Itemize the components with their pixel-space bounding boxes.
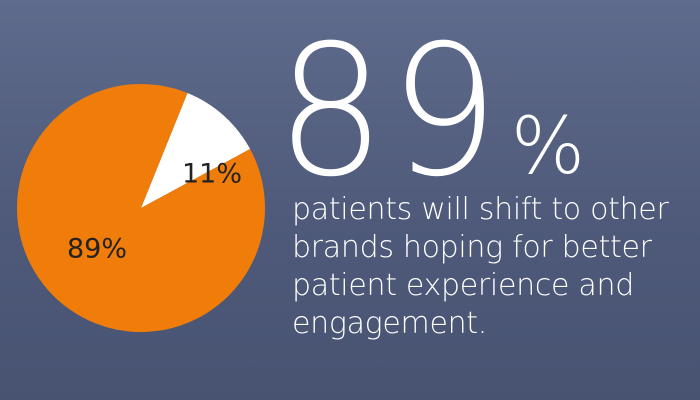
- pie-slice-11: [141, 93, 251, 208]
- headline-stat: 89 %: [276, 12, 585, 202]
- pie-slice-label: 11%: [182, 159, 242, 190]
- headline-number: 89: [276, 5, 503, 217]
- caption-line: engagement.: [292, 306, 488, 341]
- caption-line: brands hoping for better: [292, 230, 652, 265]
- pie-slice-label: 89%: [67, 234, 127, 265]
- caption-text: patients will shift to other brands hopi…: [292, 191, 692, 343]
- caption-line: patients will shift to other: [292, 192, 669, 227]
- pie-slice-89: [17, 84, 266, 332]
- caption-line: patient experience and: [292, 268, 634, 303]
- headline-percent-sign: %: [510, 102, 585, 192]
